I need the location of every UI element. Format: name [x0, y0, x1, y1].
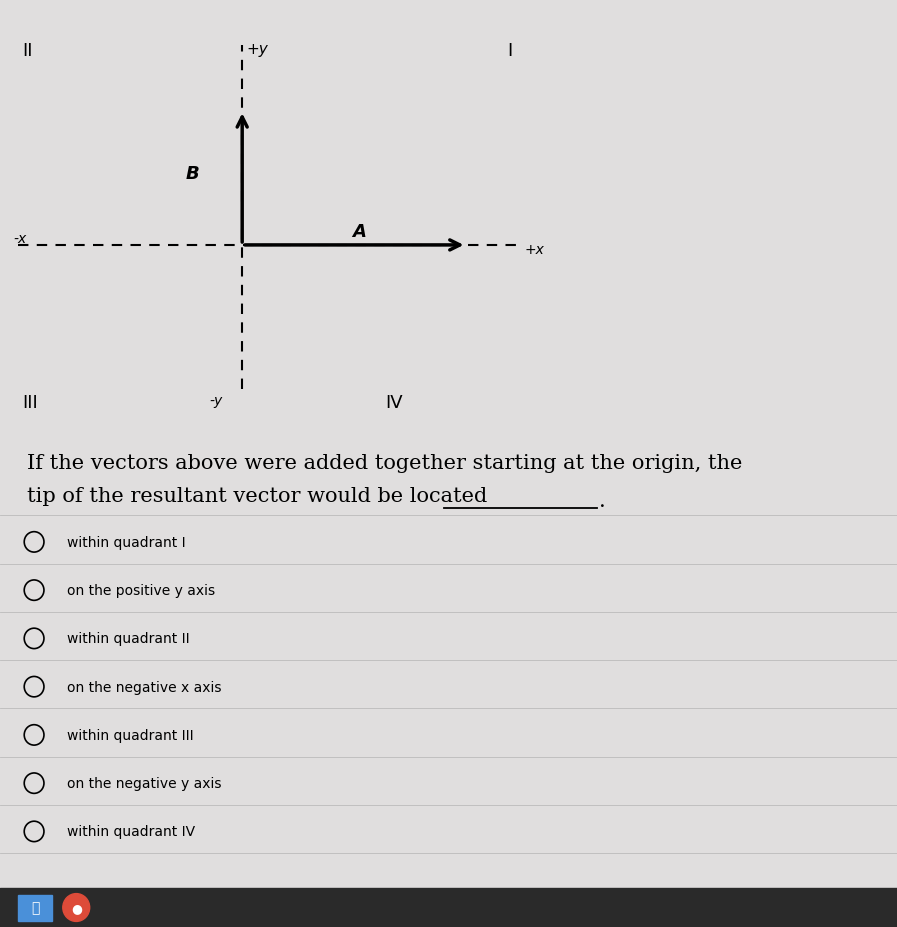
Text: ●: ●	[71, 901, 82, 914]
Text: I: I	[507, 42, 512, 59]
Text: +y: +y	[247, 42, 268, 57]
Text: on the positive y axis: on the positive y axis	[67, 583, 215, 598]
Text: A: A	[352, 222, 366, 241]
Text: within quadrant III: within quadrant III	[67, 728, 194, 743]
Text: .: .	[599, 491, 606, 510]
Text: tip of the resultant vector would be located: tip of the resultant vector would be loc…	[27, 487, 487, 505]
Text: within quadrant I: within quadrant I	[67, 535, 186, 550]
Text: -x: -x	[13, 232, 27, 247]
Circle shape	[63, 894, 90, 921]
Text: IV: IV	[386, 394, 404, 412]
Text: on the negative y axis: on the negative y axis	[67, 776, 222, 791]
Text: +x: +x	[525, 243, 544, 257]
Text: 🗂: 🗂	[30, 900, 39, 915]
Text: B: B	[186, 165, 200, 184]
Text: within quadrant II: within quadrant II	[67, 631, 190, 646]
Text: on the negative x axis: on the negative x axis	[67, 679, 222, 694]
Text: III: III	[22, 394, 39, 412]
Text: II: II	[22, 42, 33, 59]
Text: -y: -y	[209, 394, 222, 408]
Text: within quadrant IV: within quadrant IV	[67, 824, 196, 839]
Text: If the vectors above were added together starting at the origin, the: If the vectors above were added together…	[27, 454, 743, 473]
Bar	[18, 895, 52, 921]
